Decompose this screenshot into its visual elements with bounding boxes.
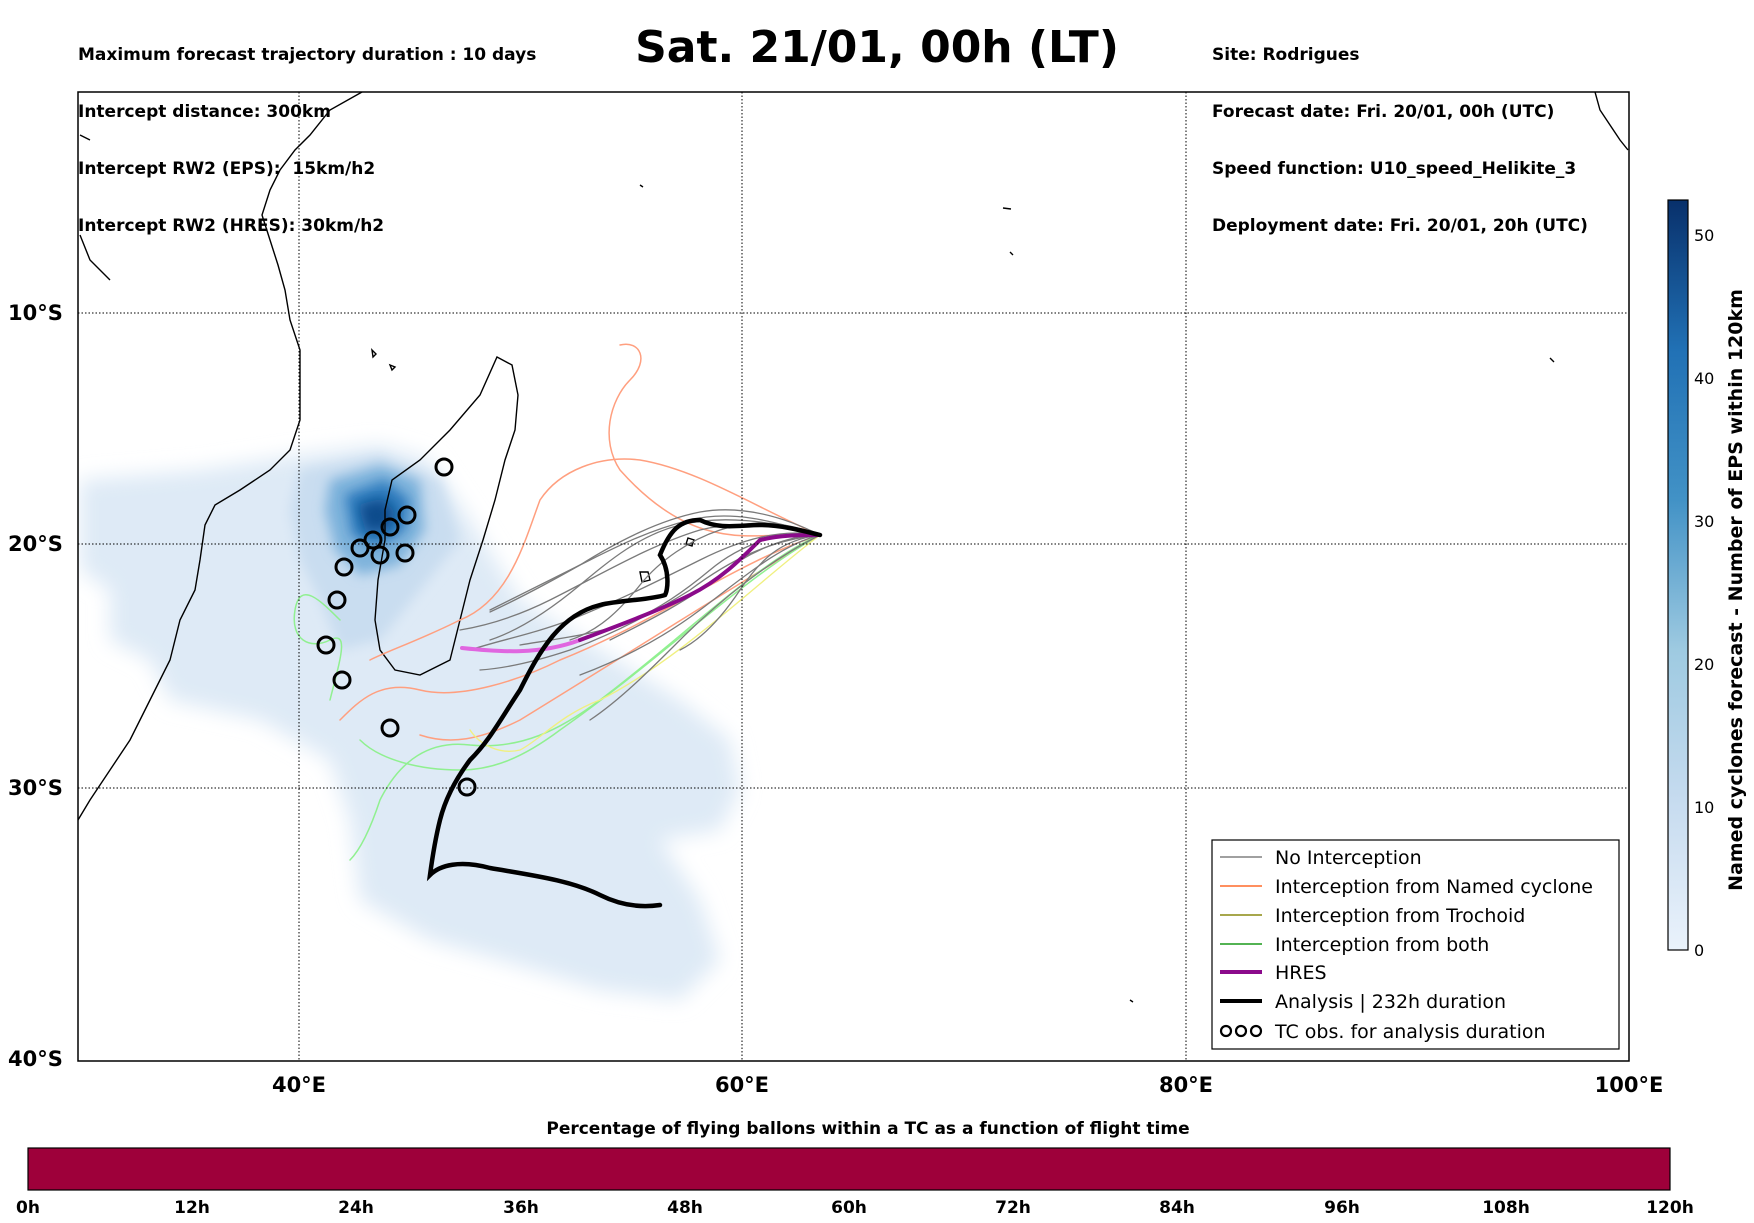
time-tick: 24h <box>338 1198 374 1218</box>
time-tick: 60h <box>831 1198 867 1218</box>
lat-label: 40°S <box>8 1047 63 1071</box>
header-right-info: Site: Rodrigues Forecast date: Fri. 20/0… <box>1212 8 1588 255</box>
cyclone-icon <box>350 538 370 558</box>
named-cyclone-tracks <box>339 343 821 741</box>
cyclone-icon <box>395 543 415 563</box>
cyclone-icon <box>334 557 354 577</box>
cyclone-icon <box>434 457 454 477</box>
both-tracks <box>293 534 821 861</box>
madagascar-coast <box>374 356 519 676</box>
colorbar-bottom-title: Percentage of flying ballons within a TC… <box>546 1119 1189 1139</box>
header-left-line: Intercept RW2 (HRES): 30km/h2 <box>78 216 385 236</box>
yemen-coast <box>79 134 111 281</box>
analysis-track <box>426 517 823 909</box>
cyclone-icon <box>380 517 400 537</box>
time-tick: 0h <box>16 1198 40 1218</box>
colorbar-right: 0 10 20 30 40 50 Named cyclones forecast… <box>1667 199 1747 960</box>
mascarene-island <box>685 537 695 547</box>
time-tick: 36h <box>503 1198 539 1218</box>
cyclone-icon <box>457 777 477 797</box>
colorbar-bottom-ticks: 0h 12h 24h 36h 48h 60h 72h 84h 96h 108h … <box>16 1198 1694 1218</box>
comoros-island <box>371 348 397 372</box>
time-tick: 12h <box>174 1198 210 1218</box>
legend-box <box>1211 839 1620 1050</box>
colorbar-tick: 0 <box>1694 941 1704 960</box>
colorbar-tick: 30 <box>1694 512 1714 531</box>
trochoid-tracks <box>469 534 821 752</box>
colorbar-bottom: Percentage of flying ballons within a TC… <box>16 1119 1694 1218</box>
gridlines <box>78 92 1629 1061</box>
cyclone-icon <box>332 670 352 690</box>
header-left-info: Maximum forecast trajectory duration : 1… <box>78 8 536 255</box>
header-right-line: Site: Rodrigues <box>1212 45 1360 65</box>
cyclone-icon <box>397 505 417 525</box>
cyclone-icon <box>370 545 390 565</box>
lat-labels: 10°S 20°S 30°S 40°S <box>8 301 63 1071</box>
hres-track <box>578 533 822 642</box>
time-tick: 48h <box>667 1198 703 1218</box>
cyclone-icon <box>316 635 336 655</box>
header-right-line: Deployment date: Fri. 20/01, 20h (UTC) <box>1212 216 1588 236</box>
header-left-line: Intercept distance: 300km <box>78 102 331 122</box>
colorbar-gradient <box>1667 199 1689 951</box>
map-area <box>78 92 1629 1061</box>
mauritius-island <box>639 571 651 583</box>
lat-label: 30°S <box>8 776 63 800</box>
lon-labels: 40°E 60°E 80°E 100°E <box>272 1073 1663 1097</box>
colorbar-tick: 40 <box>1694 369 1714 388</box>
legend-label: Analysis | 232h duration <box>1275 991 1506 1013</box>
lon-label: 100°E <box>1595 1073 1664 1097</box>
chagos-island <box>1129 357 1555 1003</box>
legend-label: TC obs. for analysis duration <box>1274 1021 1546 1043</box>
header-left-line: Maximum forecast trajectory duration : 1… <box>78 45 537 65</box>
cyclone-icon <box>327 590 347 610</box>
lat-label: 20°S <box>8 532 63 556</box>
page-title: Sat. 21/01, 00h (LT) <box>635 22 1119 73</box>
lon-label: 40°E <box>272 1073 326 1097</box>
time-tick: 108h <box>1482 1198 1530 1218</box>
time-tick: 84h <box>1159 1198 1195 1218</box>
lat-label: 10°S <box>8 301 63 325</box>
cyclone-icon <box>380 718 400 738</box>
coastlines <box>78 92 1629 1003</box>
lon-label: 60°E <box>715 1073 769 1097</box>
header-left-line: Intercept RW2 (EPS): 15km/h2 <box>78 159 376 179</box>
lon-label: 80°E <box>1159 1073 1213 1097</box>
header-right-line: Speed function: U10_speed_Helikite_3 <box>1212 159 1577 179</box>
legend-label: Interception from Trochoid <box>1275 905 1525 927</box>
colorbar-tick: 50 <box>1694 226 1714 245</box>
eps-density-field <box>80 445 740 1000</box>
legend: No Interception Interception from Named … <box>1211 839 1620 1050</box>
hres-track-early <box>460 638 582 654</box>
africa-coast <box>78 92 363 821</box>
time-tick: 96h <box>1324 1198 1360 1218</box>
trajectories <box>293 343 823 909</box>
tc-observations <box>316 457 477 797</box>
time-tick: 72h <box>995 1198 1031 1218</box>
colorbar-tick: 20 <box>1694 655 1714 674</box>
legend-label: Interception from Named cyclone <box>1275 876 1593 898</box>
legend-label: No Interception <box>1275 847 1422 869</box>
arabia-coast <box>1594 92 1629 151</box>
legend-label: HRES <box>1275 962 1327 984</box>
map-frame <box>77 91 1630 1062</box>
colorbar-tick: 10 <box>1694 798 1714 817</box>
seychelles-island <box>639 184 1014 256</box>
legend-label: Interception from both <box>1275 934 1489 956</box>
cyclone-icon <box>1219 1024 1263 1038</box>
colorbar-ticks: 0 10 20 30 40 50 <box>1694 226 1714 960</box>
header-right-line: Forecast date: Fri. 20/01, 00h (UTC) <box>1212 102 1555 122</box>
colorbar-label: Named cyclones forecast - Number of EPS … <box>1725 289 1747 891</box>
colorbar-bottom-bar <box>27 1147 1671 1191</box>
time-tick: 120h <box>1646 1198 1694 1218</box>
